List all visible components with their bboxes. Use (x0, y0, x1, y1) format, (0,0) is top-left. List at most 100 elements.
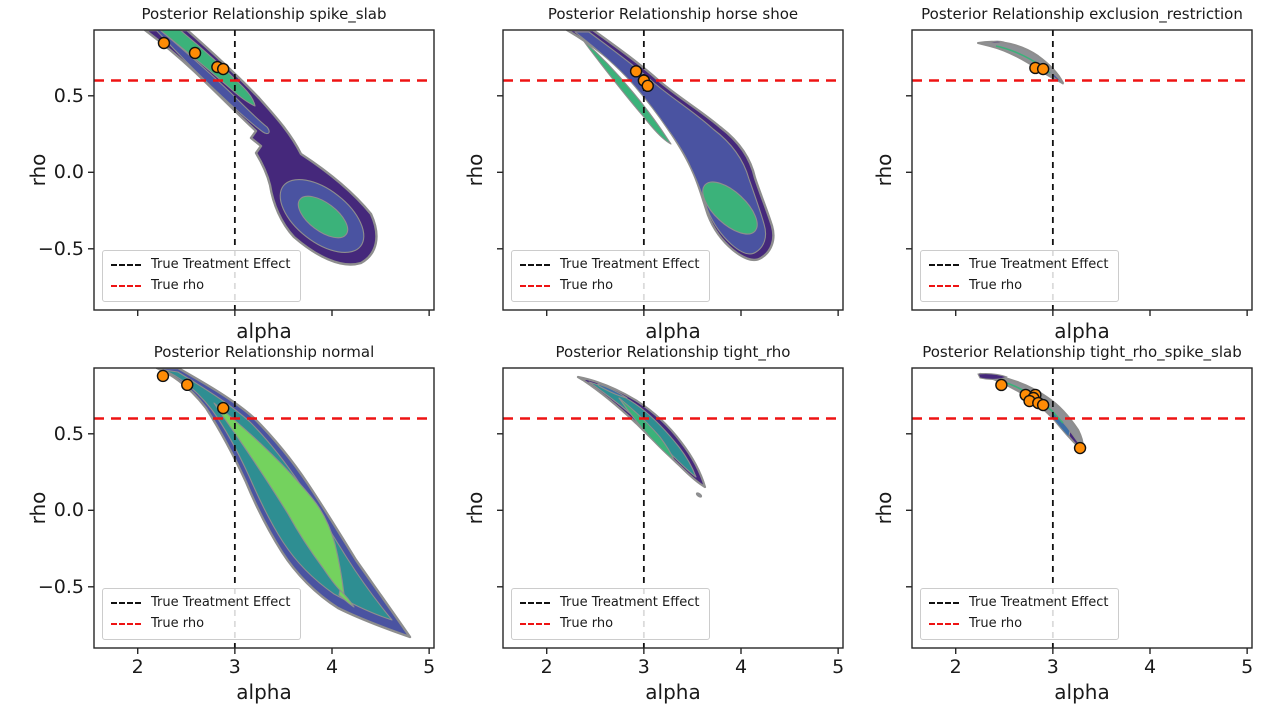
subplot-title: Posterior Relationship normal (153, 343, 375, 361)
y-axis-label: rho (26, 491, 50, 525)
legend-dash-sample (520, 285, 550, 287)
legend-dash-sample (111, 602, 141, 604)
scatter-point (629, 65, 643, 78)
y-axis-label: rho (872, 491, 896, 525)
x-axis-label: alpha (645, 319, 701, 343)
legend-item: True rho (111, 278, 290, 294)
legend-item: True rho (929, 616, 1108, 632)
legend-item-label: True Treatment Effect (151, 595, 291, 610)
y-tick-label: 0.0 (53, 499, 84, 522)
subplot-title: Posterior Relationship tight_rho_spike_s… (922, 343, 1242, 361)
x-axis-label: alpha (645, 680, 701, 704)
legend-item: True rho (520, 616, 699, 632)
y-tick-label: 0.5 (53, 84, 84, 107)
x-tick-label: 3 (637, 656, 650, 678)
scatter-point (641, 79, 654, 93)
scatter-point (157, 36, 171, 50)
scatter-point (995, 378, 1008, 392)
legend-item-label: True rho (151, 616, 205, 631)
legend-dash-sample (111, 623, 141, 625)
legend-item: True rho (520, 278, 699, 294)
legend-dash-sample (520, 623, 550, 625)
legend-item-label: True rho (560, 278, 614, 293)
contour-group (155, 368, 412, 639)
scatter-point (181, 378, 194, 392)
axis-frame (502, 29, 844, 311)
legend-dash-sample (111, 264, 141, 266)
contour-layer-slate (155, 30, 270, 135)
y-axis-label: rho (872, 153, 896, 187)
contour-layer-slate (1051, 73, 1064, 85)
legend-item-label: True Treatment Effect (151, 257, 291, 272)
axis-frame (93, 367, 435, 649)
scatter-point (1073, 441, 1087, 455)
scatter-point (1036, 398, 1050, 412)
scatter-point (188, 46, 202, 60)
axis-frame (911, 367, 1253, 649)
contour-group (143, 30, 378, 266)
contour-layer-green (297, 195, 349, 239)
contour-layer-purple (977, 373, 1008, 380)
legend-item-label: True Treatment Effect (560, 257, 700, 272)
contour-group (565, 30, 775, 262)
y-tick-label: 0.0 (53, 161, 84, 184)
legend: True Treatment Effect True rho (511, 250, 711, 302)
x-tick-label: 4 (734, 656, 748, 678)
legend-item: True Treatment Effect (111, 257, 290, 273)
x-tick-label: 4 (1143, 656, 1157, 678)
legend: True Treatment Effect True rho (102, 250, 302, 302)
subplot-title: Posterior Relationship tight_rho (555, 343, 791, 361)
y-axis-label: rho (463, 153, 487, 187)
legend-item: True Treatment Effect (111, 595, 290, 611)
x-tick-label: 5 (832, 656, 845, 678)
scatter-point (216, 401, 230, 415)
y-tick-label: −0.5 (37, 575, 84, 598)
legend-item-label: True Treatment Effect (560, 595, 700, 610)
contour-group (576, 375, 707, 498)
legend-dash-sample (520, 602, 550, 604)
legend-item-label: True rho (969, 278, 1023, 293)
contour-layer-blue (597, 383, 628, 399)
axis-frame (911, 29, 1253, 311)
y-axis-label: rho (26, 153, 50, 187)
y-tick-label: 0.5 (53, 422, 84, 445)
scatter-point (156, 369, 170, 383)
contour-layer-green (618, 397, 675, 461)
contour-layer-lightgreen (338, 589, 355, 608)
legend-item: True Treatment Effect (520, 595, 699, 611)
legend: True Treatment Effect True rho (920, 250, 1120, 302)
contour-layer-gray (977, 40, 1064, 84)
contour-layer-green (702, 181, 758, 235)
legend: True Treatment Effect True rho (920, 588, 1120, 640)
legend-item-label: True Treatment Effect (969, 595, 1109, 610)
scatter-point (1036, 62, 1050, 76)
scatter-point (216, 62, 230, 76)
legend-dash-sample (929, 285, 959, 287)
legend-item-label: True rho (969, 616, 1023, 631)
contour-layer-purple (990, 40, 1005, 44)
subplot-title: Posterior Relationship horse shoe (547, 5, 799, 23)
x-tick-label: 2 (949, 656, 962, 678)
x-axis-label: alpha (236, 680, 292, 704)
legend-item-label: True rho (151, 278, 205, 293)
contour-layer-green (582, 39, 672, 145)
subplot-title: Posterior Relationship exclusion_restric… (921, 5, 1243, 23)
axis-frame (93, 29, 435, 311)
legend-dash-sample (520, 264, 550, 266)
plot-area-tight_rho_spike_slab (906, 367, 1253, 654)
x-tick-label: 2 (131, 656, 144, 678)
x-axis-label: alpha (1054, 680, 1110, 704)
x-tick-label: 3 (1046, 656, 1059, 678)
legend-dash-sample (111, 285, 141, 287)
contour-layer-gray (695, 492, 703, 498)
y-axis-label: rho (463, 491, 487, 525)
legend: True Treatment Effect True rho (102, 588, 302, 640)
legend-item: True rho (111, 616, 290, 632)
x-tick-label: 5 (423, 656, 436, 678)
legend-item: True Treatment Effect (929, 257, 1108, 273)
x-tick-label: 2 (540, 656, 553, 678)
x-tick-label: 4 (325, 656, 339, 678)
legend-item: True Treatment Effect (929, 595, 1108, 611)
legend-dash-sample (929, 623, 959, 625)
